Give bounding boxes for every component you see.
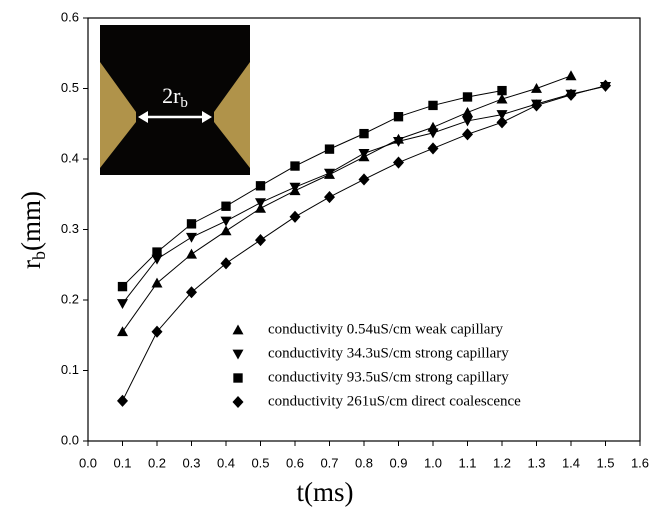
x-tick-label: 0.5 bbox=[251, 455, 269, 470]
legend-marker bbox=[232, 324, 244, 335]
data-point bbox=[428, 100, 438, 111]
data-point bbox=[358, 173, 370, 186]
data-point bbox=[427, 142, 439, 155]
data-point bbox=[255, 181, 266, 191]
legend-marker bbox=[232, 395, 244, 409]
data-point bbox=[324, 168, 335, 179]
data-point bbox=[427, 128, 439, 139]
data-point bbox=[565, 88, 577, 101]
x-tick-label: 0.2 bbox=[148, 455, 166, 470]
y-label-unit: (mm) bbox=[16, 191, 46, 251]
x-tick-label: 1.6 bbox=[631, 455, 649, 470]
x-tick-label: 0.9 bbox=[389, 455, 407, 470]
data-point bbox=[393, 136, 404, 147]
y-tick-label: 0.0 bbox=[61, 432, 79, 447]
inset-arrowhead bbox=[138, 111, 148, 123]
legend: conductivity 0.54uS/cm weak capillary con… bbox=[232, 321, 521, 409]
data-point bbox=[290, 161, 300, 171]
x-tick-label: 1.4 bbox=[562, 455, 580, 470]
x-tick-label: 0.4 bbox=[217, 455, 235, 470]
x-tick-label: 1.2 bbox=[493, 455, 511, 470]
data-point bbox=[117, 394, 128, 407]
x-tick-label: 1.0 bbox=[424, 455, 442, 470]
data-point bbox=[186, 286, 197, 299]
inset-arrowhead bbox=[202, 111, 212, 123]
data-point bbox=[531, 83, 542, 93]
inset-label: 2rb bbox=[162, 83, 188, 111]
legend-label: conductivity 93.5uS/cm strong capillary bbox=[268, 369, 509, 385]
data-point bbox=[117, 326, 128, 337]
data-point bbox=[531, 99, 542, 112]
data-point bbox=[255, 234, 266, 247]
y-tick-label: 0.5 bbox=[61, 80, 79, 95]
legend-label: conductivity 261uS/cm direct coalescence bbox=[268, 393, 521, 409]
inset-drop-left bbox=[100, 62, 136, 168]
x-axis-label: t(ms) bbox=[297, 477, 354, 507]
x-tick-label: 0.6 bbox=[286, 455, 304, 470]
data-point bbox=[117, 299, 128, 310]
x-tick-label: 0.8 bbox=[355, 455, 373, 470]
data-point bbox=[289, 210, 301, 223]
data-point bbox=[359, 128, 369, 139]
inset-label-main: 2r bbox=[162, 83, 181, 108]
inset-drop-right bbox=[214, 62, 250, 168]
data-point bbox=[497, 85, 507, 96]
fit-line bbox=[122, 75, 572, 333]
data-point bbox=[600, 79, 611, 92]
data-point bbox=[496, 116, 508, 129]
data-point bbox=[186, 232, 197, 243]
x-tick-label: 1.1 bbox=[458, 455, 476, 470]
legend-marker bbox=[233, 373, 243, 383]
x-tick-label: 0.7 bbox=[320, 455, 338, 470]
data-point bbox=[324, 144, 335, 154]
x-tick-label: 0.0 bbox=[79, 455, 97, 470]
x-tick-label: 1.3 bbox=[527, 455, 545, 470]
data-point bbox=[462, 92, 473, 102]
data-point bbox=[565, 70, 577, 81]
data-point bbox=[220, 216, 232, 227]
data-point bbox=[151, 277, 163, 288]
y-tick-label: 0.4 bbox=[61, 150, 79, 165]
y-label-sub: b bbox=[29, 251, 49, 260]
data-point bbox=[117, 281, 128, 292]
data-point bbox=[289, 182, 301, 193]
data-point bbox=[496, 110, 508, 121]
x-tick-label: 0.1 bbox=[113, 455, 131, 470]
inset-image: 2rb bbox=[100, 25, 250, 175]
fit-line bbox=[122, 90, 503, 287]
y-tick-label: 0.3 bbox=[61, 221, 79, 236]
y-tick-label: 0.6 bbox=[61, 9, 79, 24]
legend-label: conductivity 34.3uS/cm strong capillary bbox=[268, 345, 509, 361]
data-point bbox=[393, 156, 404, 169]
data-point bbox=[186, 219, 197, 229]
y-tick-label: 0.1 bbox=[61, 362, 79, 377]
data-point bbox=[186, 248, 197, 259]
data-point bbox=[393, 112, 404, 122]
legend-label: conductivity 0.54uS/cm weak capillary bbox=[268, 321, 503, 337]
data-point bbox=[496, 93, 508, 104]
y-axis-label: rb(mm) bbox=[16, 191, 49, 269]
data-point bbox=[462, 106, 473, 117]
data-point bbox=[220, 225, 232, 236]
y-tick-label: 0.2 bbox=[61, 291, 79, 306]
data-point bbox=[255, 198, 266, 209]
legend-marker bbox=[232, 349, 244, 360]
data-point bbox=[220, 257, 232, 270]
data-point bbox=[324, 191, 335, 204]
data-point bbox=[151, 254, 163, 265]
data-point bbox=[462, 116, 473, 127]
data-point bbox=[358, 148, 370, 159]
data-point bbox=[151, 325, 163, 338]
data-point bbox=[462, 128, 473, 141]
y-label-main: r bbox=[16, 260, 46, 269]
x-tick-label: 0.3 bbox=[182, 455, 200, 470]
data-point bbox=[152, 247, 162, 257]
data-point bbox=[221, 201, 231, 211]
x-tick-label: 1.5 bbox=[596, 455, 614, 470]
inset-label-sub: b bbox=[180, 95, 188, 111]
